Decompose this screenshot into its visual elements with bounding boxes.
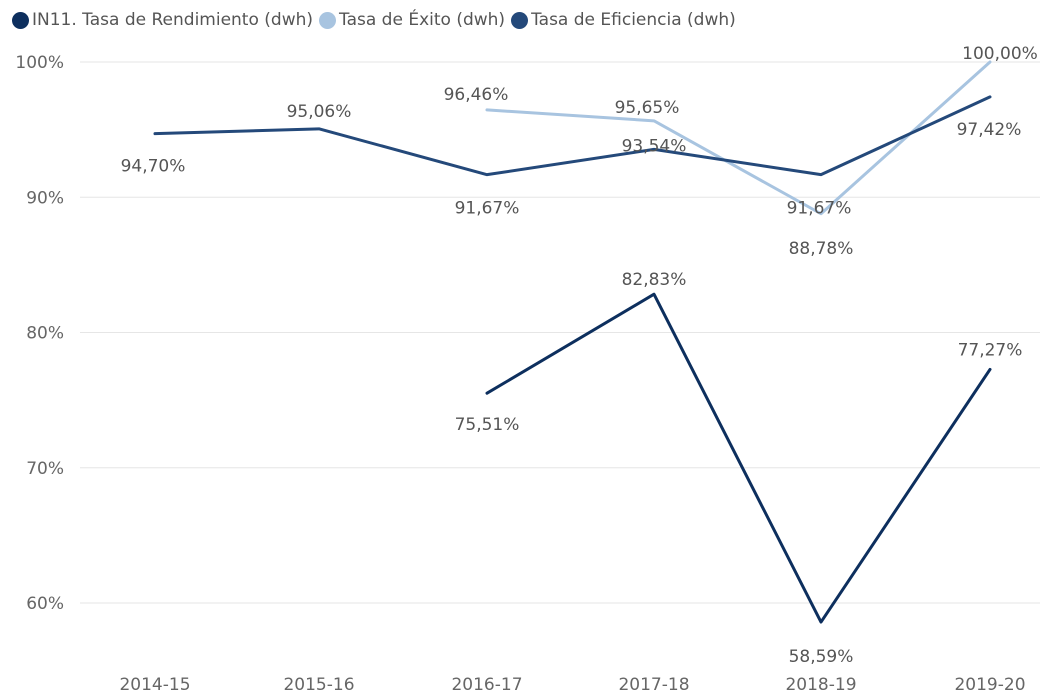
x-tick-label: 2014-15	[119, 675, 190, 695]
legend-item-rendimiento[interactable]: IN11. Tasa de Rendimiento (dwh)	[12, 10, 313, 30]
series-line-rendimiento[interactable]	[485, 292, 992, 624]
legend-dot-eficiencia-icon	[511, 11, 529, 29]
legend-label-exito: Tasa de Éxito (dwh)	[339, 10, 506, 30]
y-tick-label: 70%	[26, 459, 64, 479]
data-label-exito: 88,78%	[789, 239, 854, 259]
data-label-eficiencia: 91,67%	[455, 199, 520, 219]
data-label-eficiencia: 94,70%	[121, 157, 186, 177]
x-tick-label: 2015-16	[283, 675, 354, 695]
data-label-eficiencia: 93,54%	[622, 136, 687, 156]
data-label-rendimiento: 82,83%	[622, 270, 687, 290]
y-tick-label: 90%	[26, 188, 64, 208]
x-tick-label: 2018-19	[785, 675, 856, 695]
data-label-exito: 95,65%	[615, 98, 680, 118]
x-tick-label: 2019-20	[954, 675, 1025, 695]
chart-legend: IN11. Tasa de Rendimiento (dwh) Tasa de …	[12, 8, 742, 32]
y-tick-label: 60%	[26, 594, 64, 614]
data-label-exito: 96,46%	[444, 85, 509, 105]
data-label-rendimiento: 58,59%	[789, 647, 854, 667]
data-label-eficiencia: 95,06%	[287, 102, 352, 122]
legend-item-exito[interactable]: Tasa de Éxito (dwh)	[319, 10, 505, 30]
data-label-rendimiento: 77,27%	[958, 340, 1023, 360]
x-tick-label: 2017-18	[618, 675, 689, 695]
y-axis: 100% 90% 80% 70% 60%	[15, 53, 64, 614]
data-label-eficiencia: 91,67%	[787, 199, 852, 219]
legend-label-eficiencia: Tasa de Eficiencia (dwh)	[531, 10, 736, 30]
series-lines	[153, 60, 992, 624]
data-label-eficiencia: 97,42%	[957, 120, 1022, 140]
data-label-exito: 100,00%	[962, 44, 1038, 64]
data-label-rendimiento: 75,51%	[455, 415, 520, 435]
x-axis: 2014-15 2015-16 2016-17 2017-18 2018-19 2019-…	[119, 675, 1025, 695]
x-tick-label: 2016-17	[451, 675, 522, 695]
series-line-exito[interactable]	[485, 60, 992, 216]
legend-dot-exito-icon	[319, 11, 337, 29]
gridlines	[80, 61, 1040, 604]
legend-dot-rendimiento-icon	[12, 11, 29, 29]
data-labels: 75,51% 82,83% 58,59% 77,27% 96,46% 95,65% 88,7…	[121, 44, 1038, 667]
series-line-eficiencia[interactable]	[153, 95, 992, 177]
y-tick-label: 100%	[15, 53, 64, 73]
legend-label-rendimiento: IN11. Tasa de Rendimiento (dwh)	[32, 10, 314, 30]
y-tick-label: 80%	[26, 324, 64, 344]
legend-item-eficiencia[interactable]: Tasa de Eficiencia (dwh)	[511, 10, 736, 30]
